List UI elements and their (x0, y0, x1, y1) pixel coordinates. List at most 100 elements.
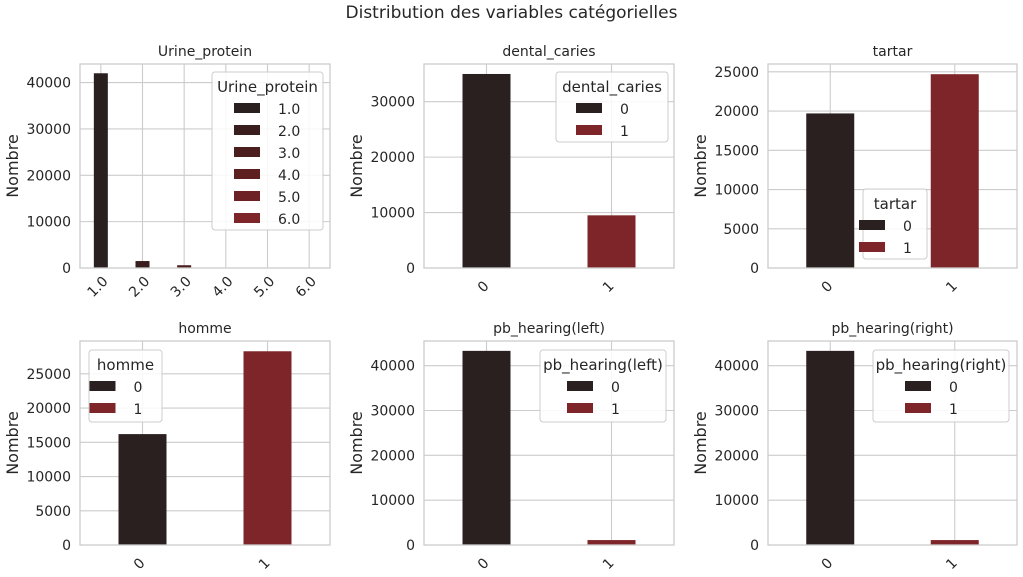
x-tick-label: 1.0 (84, 274, 111, 301)
y-tick-label: 5000 (723, 222, 759, 238)
legend-label: 1.0 (278, 102, 300, 118)
axes-frame (423, 63, 675, 269)
legend-swatch (576, 125, 602, 135)
x-tick-label: 3.0 (168, 274, 195, 301)
y-tick-label: 15000 (714, 143, 759, 159)
axes-frame (79, 63, 331, 269)
y-tick-label: 10000 (26, 470, 71, 486)
bar (177, 265, 192, 268)
subplot-title: homme (178, 321, 231, 337)
legend-swatch (567, 403, 593, 413)
y-tick-label: 25000 (714, 65, 759, 81)
x-tick-label: 0 (819, 555, 837, 573)
legend-title: dental_caries (562, 78, 662, 97)
legend-label: 0 (611, 380, 620, 396)
x-tick-label: 1 (256, 555, 274, 573)
legend-swatch (234, 213, 260, 223)
legend-label: 6.0 (278, 212, 300, 228)
legend-swatch (234, 191, 260, 201)
y-axis-label: Nombre (691, 134, 710, 198)
x-tick-label: 0 (475, 555, 493, 573)
y-tick-label: 10000 (26, 215, 71, 231)
subplot-title: Urine_protein (158, 44, 252, 60)
legend-label: 4.0 (278, 168, 300, 184)
y-tick-label: 40000 (26, 76, 71, 92)
y-tick-label: 20000 (26, 401, 71, 417)
legend-title: tartar (874, 195, 917, 213)
x-tick-label: 1 (943, 555, 961, 573)
axes-frame (767, 63, 1018, 269)
y-tick-label: 0 (406, 538, 415, 554)
axes-frame (423, 340, 675, 546)
legend-label: 1 (611, 402, 620, 418)
y-tick-label: 10000 (370, 493, 415, 509)
legend-swatch (859, 242, 885, 252)
legend-label: 1 (134, 402, 143, 418)
subplot-title: pb_hearing(right) (831, 321, 953, 337)
y-tick-label: 20000 (26, 168, 71, 184)
bar (930, 74, 979, 268)
y-tick-label: 30000 (370, 95, 415, 111)
y-tick-label: 10000 (714, 183, 759, 199)
y-tick-label: 0 (750, 538, 759, 554)
bar (462, 350, 511, 545)
y-tick-label: 20000 (370, 150, 415, 166)
axes-frame (79, 340, 331, 546)
x-tick-label: 1 (600, 555, 618, 573)
bar (587, 540, 636, 545)
y-tick-label: 0 (406, 261, 415, 277)
legend-title: Urine_protein (217, 78, 318, 97)
axes-frame (767, 340, 1018, 546)
x-tick-label: 2.0 (126, 274, 153, 301)
bar (930, 540, 979, 545)
subplot-title: pb_hearing(left) (493, 321, 605, 337)
legend-swatch (234, 103, 260, 113)
y-axis-label: Nombre (691, 411, 710, 475)
legend-title: pb_hearing(right) (876, 356, 1007, 375)
legend-label: 2.0 (278, 124, 300, 140)
legend-swatch (234, 125, 260, 135)
y-tick-label: 0 (62, 261, 71, 277)
y-axis-label: Nombre (347, 411, 366, 475)
legend-swatch (89, 403, 116, 413)
y-tick-label: 20000 (714, 448, 759, 464)
legend-label: 1 (903, 241, 912, 257)
legend-label: 0 (903, 219, 912, 235)
x-tick-label: 4.0 (209, 274, 236, 301)
y-tick-label: 20000 (370, 448, 415, 464)
x-tick-label: 6.0 (293, 274, 320, 301)
y-tick-label: 25000 (26, 367, 71, 383)
legend-title: pb_hearing(left) (543, 356, 663, 375)
y-tick-label: 40000 (370, 359, 415, 375)
legend-title: homme (97, 356, 154, 374)
bar (806, 350, 855, 545)
y-axis-label: Nombre (3, 134, 22, 198)
legend-label: 0 (620, 102, 629, 118)
bar (462, 73, 511, 268)
legend-label: 0 (134, 380, 143, 396)
legend-label: 3.0 (278, 146, 300, 162)
y-tick-label: 30000 (370, 403, 415, 419)
x-tick-label: 0 (819, 278, 837, 296)
x-tick-label: 5.0 (251, 274, 278, 301)
legend-swatch (905, 381, 931, 391)
legend-swatch (576, 103, 602, 113)
y-axis-label: Nombre (3, 411, 22, 475)
legend-swatch (234, 169, 260, 179)
y-axis-label: Nombre (347, 134, 366, 198)
x-tick-label: 0 (475, 278, 493, 296)
y-tick-label: 0 (750, 261, 759, 277)
bar (806, 113, 855, 268)
bar (587, 215, 636, 268)
legend-swatch (567, 381, 593, 391)
y-tick-label: 20000 (714, 104, 759, 120)
x-tick-label: 1 (600, 278, 618, 296)
bar (118, 434, 167, 545)
legend-label: 0 (949, 380, 958, 396)
figure-suptitle: Distribution des variables catégorielles (345, 3, 678, 23)
legend-swatch (905, 403, 931, 413)
x-tick-label: 0 (131, 555, 149, 573)
subplot-title: tartar (873, 44, 913, 60)
y-tick-label: 5000 (35, 504, 71, 520)
